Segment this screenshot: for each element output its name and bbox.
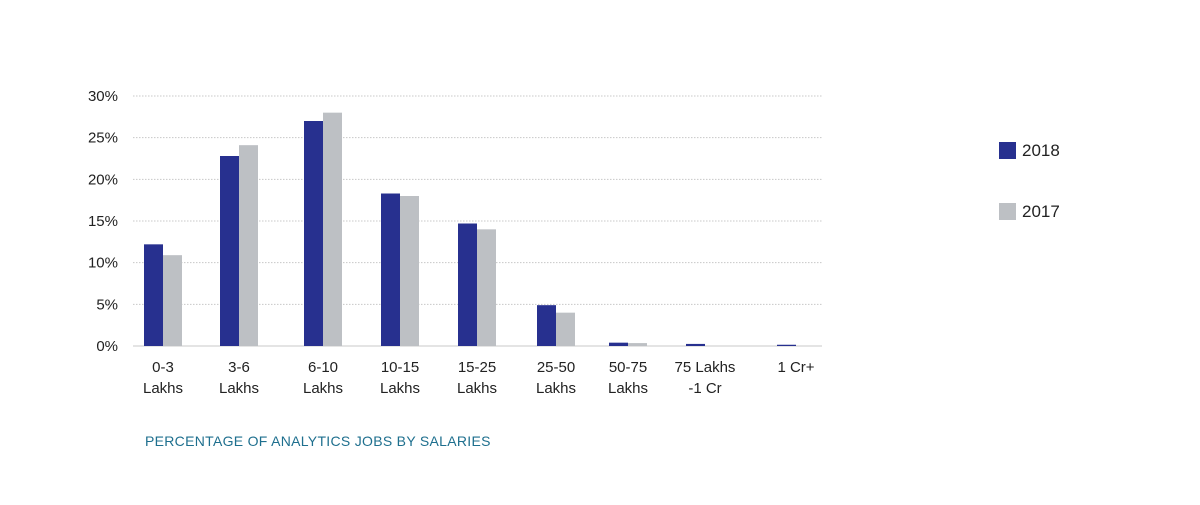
bar-2017-1 (239, 145, 258, 346)
bars (144, 112, 796, 347)
bar-2018-1 (220, 156, 239, 346)
bar-2018-8 (777, 344, 796, 346)
legend-swatch-2017 (999, 203, 1016, 220)
bar-2017-6 (628, 343, 647, 346)
bar-2017-0 (163, 255, 182, 346)
y-tick-label: 30% (88, 88, 118, 105)
y-tick-label: 15% (88, 213, 118, 230)
bar-2018-4 (458, 223, 477, 346)
bar-2018-7 (686, 343, 705, 346)
legend-label-2017: 2017 (1022, 202, 1060, 221)
bar-2017-3 (400, 196, 419, 346)
y-tick-label: 0% (96, 338, 118, 355)
bar-2018-2 (304, 121, 323, 346)
x-category-label: 15-25 Lakhs (457, 359, 497, 397)
y-tick-label: 20% (88, 171, 118, 188)
x-category-label: 0-3 Lakhs (143, 359, 183, 397)
bar-2017-2 (323, 112, 342, 347)
x-axis-category-labels: 0-3 Lakhs 3-6 Lakhs 6-10 Lakhs 10-15 Lakhs 15-25… (143, 359, 815, 397)
x-category-label: 10-15 Lakhs (380, 359, 420, 397)
y-tick-label: 10% (88, 255, 118, 272)
x-category-label: 25-50 Lakhs (536, 359, 576, 397)
x-category-label: 1 Cr+ (777, 359, 814, 376)
y-tick-label: 5% (96, 296, 118, 313)
y-tick-label: 25% (88, 130, 118, 147)
legend: 2018 2017 (999, 141, 1060, 221)
bar-2017-5 (556, 312, 575, 346)
bar-2018-5 (537, 305, 556, 346)
bar-2018-0 (144, 244, 163, 346)
x-category-label: 3-6 Lakhs (219, 359, 259, 397)
y-axis-tick-labels: 0% 5% 10% 15% 20% 25% 30% (88, 88, 118, 355)
chart-title: PERCENTAGE OF ANALYTICS JOBS BY SALARIES (145, 433, 491, 449)
bar-2018-6 (609, 342, 628, 346)
legend-label-2018: 2018 (1022, 141, 1060, 160)
x-category-label: 75 Lakhs -1 Cr (675, 359, 736, 397)
x-category-label: 50-75 Lakhs (608, 359, 648, 397)
legend-swatch-2018 (999, 142, 1016, 159)
x-category-label: 6-10 Lakhs (303, 359, 343, 397)
bar-2018-3 (381, 193, 400, 346)
bar-2017-4 (477, 229, 496, 346)
